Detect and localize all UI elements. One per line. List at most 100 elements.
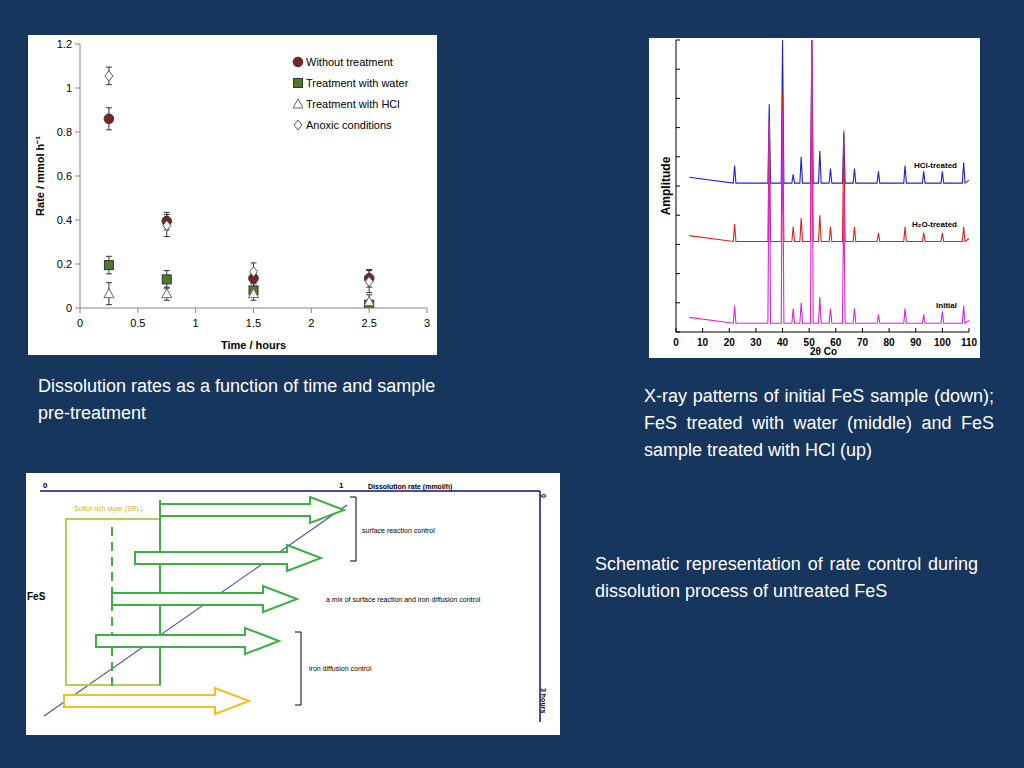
dissolution-arrow	[64, 688, 249, 714]
x-tick-label: 10	[697, 337, 709, 348]
x-tick	[729, 328, 730, 332]
legend-entry: Treatment with HCl	[293, 98, 400, 110]
y-tick-label: 0.2	[57, 258, 72, 270]
x-tick-label: 20	[724, 337, 736, 348]
y-tick	[75, 132, 80, 133]
xrd-pattern	[689, 40, 969, 323]
error-cap	[106, 67, 112, 68]
error-cap	[164, 300, 170, 301]
error-cap	[366, 270, 372, 271]
rate-trend-line	[44, 505, 347, 716]
error-cap	[164, 236, 170, 237]
x-tick-label: 3	[424, 317, 430, 329]
data-point	[104, 289, 114, 298]
error-cap	[106, 282, 112, 283]
bracket	[295, 632, 301, 705]
rate-axis	[40, 490, 540, 492]
data-point	[249, 289, 259, 298]
legend-entry: Without treatment	[293, 56, 393, 68]
data-point	[162, 289, 172, 298]
y-tick	[676, 332, 680, 333]
y-axis-title: Rate / mmol h⁻¹	[34, 136, 46, 216]
legend-label: Treatment with HCl	[306, 98, 400, 110]
error-cap	[106, 84, 112, 85]
error-bar	[106, 67, 112, 85]
error-cap	[251, 300, 257, 301]
x-tick-label: 0	[673, 337, 679, 348]
layer-label: Sulfur rich layer (SRL)	[74, 505, 143, 513]
material-label: FeS	[27, 591, 46, 602]
data-point	[163, 221, 171, 231]
front-line	[111, 527, 113, 690]
x-tick	[427, 308, 428, 313]
x-tick-label: 40	[777, 337, 789, 348]
region-label: surface reaction control	[362, 527, 435, 534]
chart-background	[649, 38, 980, 358]
y-tick-label: 1.2	[57, 38, 72, 50]
chart-background	[28, 35, 437, 355]
x-tick	[889, 328, 890, 332]
y-tick-label: 0.8	[57, 126, 72, 138]
y-tick-label: 0.6	[57, 170, 72, 182]
y-tick	[75, 220, 80, 221]
legend-symbol	[294, 120, 302, 130]
x-tick	[702, 328, 703, 332]
rate-axis-label: Dissolution rate (mmol/h)	[368, 483, 452, 491]
error-cap	[106, 129, 112, 130]
x-tick-label: 80	[884, 337, 896, 348]
dissolution-arrow	[160, 497, 344, 523]
y-tick	[676, 215, 680, 216]
data-point	[105, 71, 113, 81]
rate-axis-start: 0	[43, 481, 48, 490]
x-tick-label: 2.5	[362, 317, 377, 329]
x-tick-label: 2	[308, 317, 314, 329]
caption: Dissolution rates as a function of time …	[38, 373, 436, 427]
x-tick	[755, 328, 756, 332]
data-point	[364, 296, 374, 305]
error-cap	[164, 287, 170, 288]
data-point	[250, 267, 258, 277]
time-axis-end: 3 hours	[540, 688, 547, 713]
data-point	[365, 277, 373, 287]
error-cap	[366, 292, 372, 293]
x-tick-label: 0.5	[130, 317, 145, 329]
x-tick-label: 1	[193, 317, 199, 329]
x-tick	[253, 308, 254, 313]
y-tick	[676, 127, 680, 128]
y-tick	[75, 308, 80, 309]
series-label: Initial	[936, 301, 957, 310]
error-cap	[164, 270, 170, 271]
error-cap	[106, 304, 112, 305]
legend-label: Treatment with water	[306, 77, 409, 89]
x-tick	[835, 328, 836, 332]
dissolution-arrow	[135, 545, 321, 571]
x-tick-label: 0	[77, 317, 83, 329]
bracket	[350, 497, 356, 561]
rate-axis-end: 1	[339, 481, 344, 490]
legend-symbol	[293, 57, 303, 67]
series-label: HCl-treated	[914, 161, 957, 170]
y-tick	[75, 44, 80, 45]
y-tick	[75, 88, 80, 89]
data-point	[104, 261, 113, 270]
data-point	[104, 114, 114, 124]
x-tick-label: 70	[857, 337, 869, 348]
error-cap	[164, 214, 170, 215]
x-tick	[942, 328, 943, 332]
time-axis-start: 0	[540, 494, 547, 498]
x-tick-label: 30	[750, 337, 762, 348]
x-tick	[137, 308, 138, 313]
error-cap	[366, 269, 372, 270]
region-label: iron diffusion control	[309, 665, 372, 672]
error-cap	[106, 256, 112, 257]
x-tick	[862, 328, 863, 332]
x-tick	[369, 308, 370, 313]
y-tick	[676, 98, 680, 99]
x-tick-label: 90	[910, 337, 922, 348]
caption: Schematic representation of rate control…	[595, 551, 978, 605]
error-cap	[106, 273, 112, 274]
x-tick	[782, 328, 783, 332]
data-point	[162, 275, 171, 284]
x-tick-label: 1.5	[246, 317, 261, 329]
dissolution-arrow	[112, 586, 297, 612]
